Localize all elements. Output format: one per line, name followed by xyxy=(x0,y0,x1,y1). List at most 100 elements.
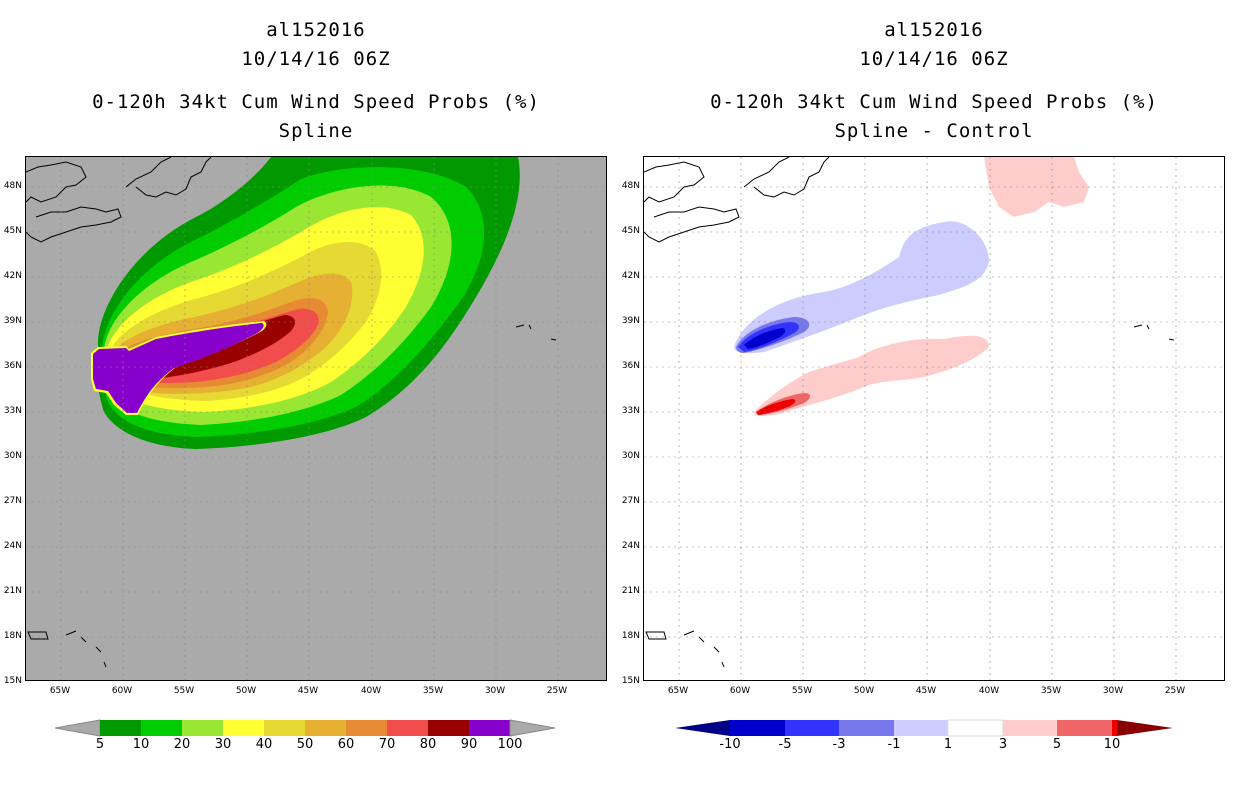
colorbar-underflow-arrow xyxy=(55,719,101,737)
lat-label: 33N xyxy=(3,406,22,416)
gridlines xyxy=(644,157,1224,680)
colorbar-swatch xyxy=(305,720,346,736)
lat-label: 24N xyxy=(621,541,640,551)
colorbar-label: 90 xyxy=(460,737,478,752)
lat-label: 15N xyxy=(3,676,22,686)
lon-label: 40W xyxy=(360,686,382,696)
lon-label: 35W xyxy=(422,686,444,696)
colorbar-label: 5 xyxy=(95,737,105,752)
lon-label: 55W xyxy=(791,686,813,696)
colorbar-label: 5 xyxy=(1052,737,1062,752)
coastline xyxy=(26,157,557,668)
colorbar-swatch xyxy=(141,720,182,736)
lat-label: 15N xyxy=(621,676,640,686)
colorbar-swatch xyxy=(947,719,1004,737)
lat-label: 18N xyxy=(621,631,640,641)
panel-subtitle: Spline xyxy=(278,120,354,142)
lon-label: 30W xyxy=(1102,686,1124,696)
lon-label: 40W xyxy=(978,686,1000,696)
lat-label: 36N xyxy=(621,361,640,371)
lat-label: 48N xyxy=(3,181,22,191)
colorbar-label: -1 xyxy=(887,737,901,752)
lon-label: 50W xyxy=(235,686,257,696)
lat-label: 42N xyxy=(3,271,22,281)
colorbar-swatch xyxy=(223,720,264,736)
colorbar-swatch xyxy=(428,720,469,736)
lon-label: 45W xyxy=(297,686,319,696)
colorbar-swatch xyxy=(100,720,141,736)
panel-subtitle: Spline - Control xyxy=(834,120,1034,142)
left-panel-title: al152016 10/14/16 06Z 0-120h 34kt Cum Wi… xyxy=(25,16,607,146)
lat-label: 39N xyxy=(3,316,22,326)
colorbar-swatch xyxy=(264,720,305,736)
colorbar-swatch xyxy=(469,720,510,736)
lat-label: 30N xyxy=(621,451,640,461)
right-panel-title: al152016 10/14/16 06Z 0-120h 34kt Cum Wi… xyxy=(643,16,1225,146)
lat-label: 48N xyxy=(621,181,640,191)
prob-contour-100 xyxy=(93,323,264,413)
storm-id: al152016 xyxy=(884,19,984,41)
colorbar-label: 100 xyxy=(497,737,523,752)
colorbar-label: 3 xyxy=(998,737,1008,752)
colorbar-underflow-arrow xyxy=(675,720,730,736)
lat-label: 21N xyxy=(3,586,22,596)
colorbar-swatch xyxy=(387,720,428,736)
right-map-panel xyxy=(643,156,1225,681)
colorbar-swatch xyxy=(346,720,387,736)
lat-label: 24N xyxy=(3,541,22,551)
coastline xyxy=(644,157,1175,668)
lon-label: 45W xyxy=(915,686,937,696)
lat-label: 42N xyxy=(621,271,640,281)
lat-label: 39N xyxy=(621,316,640,326)
colorbar-label: 70 xyxy=(378,737,396,752)
diff-contour-negative-10 xyxy=(744,328,786,349)
lon-label: 60W xyxy=(111,686,133,696)
lon-label: 35W xyxy=(1040,686,1062,696)
colorbar-label: 50 xyxy=(296,737,314,752)
colorbar-label: 80 xyxy=(419,737,437,752)
lat-label: 36N xyxy=(3,361,22,371)
lon-label: 50W xyxy=(853,686,875,696)
lon-label: 25W xyxy=(1164,686,1186,696)
colorbar-swatch xyxy=(182,720,223,736)
colorbar-label: 40 xyxy=(255,737,273,752)
colorbar-label: 10 xyxy=(132,737,150,752)
colorbar-label: -5 xyxy=(778,737,792,752)
lon-label: 60W xyxy=(729,686,751,696)
probability-map xyxy=(26,157,606,680)
colorbar-label: 30 xyxy=(214,737,232,752)
gridlines xyxy=(26,157,606,680)
valid-time: 10/14/16 06Z xyxy=(241,48,391,70)
colorbar-swatch xyxy=(785,720,839,736)
lon-label: 25W xyxy=(546,686,568,696)
left-colorbar xyxy=(55,719,555,737)
diff-contour-positive-1 xyxy=(984,157,1089,217)
colorbar-overflow-arrow xyxy=(1117,720,1173,736)
lat-label: 27N xyxy=(3,496,22,506)
lon-label: 65W xyxy=(667,686,689,696)
right-colorbar xyxy=(675,719,1173,737)
lon-label: 65W xyxy=(49,686,71,696)
lat-label: 30N xyxy=(3,451,22,461)
storm-id: al152016 xyxy=(266,19,366,41)
colorbar-label: 60 xyxy=(337,737,355,752)
colorbar-label: 1 xyxy=(943,737,953,752)
colorbar-swatch xyxy=(894,720,948,736)
colorbar-label: -3 xyxy=(832,737,846,752)
difference-map xyxy=(644,157,1224,680)
lat-label: 45N xyxy=(621,226,640,236)
product-name: 0-120h 34kt Cum Wind Speed Probs (%) xyxy=(710,91,1158,113)
valid-time: 10/14/16 06Z xyxy=(859,48,1009,70)
colorbar-overflow-arrow xyxy=(509,719,555,737)
lon-label: 30W xyxy=(484,686,506,696)
lat-label: 27N xyxy=(621,496,640,506)
colorbar-swatch xyxy=(839,720,894,736)
colorbar-swatch xyxy=(1057,720,1112,736)
diff-contour-positive-5 xyxy=(756,399,796,415)
lon-label: 55W xyxy=(173,686,195,696)
left-map-panel xyxy=(25,156,607,681)
colorbar-swatch xyxy=(1112,720,1117,736)
product-name: 0-120h 34kt Cum Wind Speed Probs (%) xyxy=(92,91,540,113)
colorbar-swatch xyxy=(730,720,785,736)
lat-label: 33N xyxy=(621,406,640,416)
